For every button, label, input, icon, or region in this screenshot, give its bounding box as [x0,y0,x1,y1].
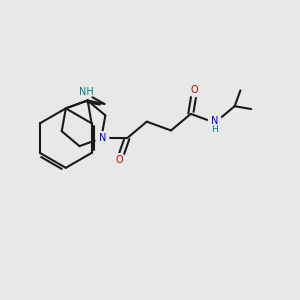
Circle shape [208,114,221,127]
Text: NH: NH [79,87,94,97]
Circle shape [80,85,93,98]
Text: N: N [99,133,106,143]
Text: O: O [191,85,198,95]
Circle shape [188,84,201,97]
Circle shape [113,154,126,166]
Circle shape [96,132,109,145]
Text: H: H [212,125,218,134]
Text: N: N [211,116,219,126]
Text: O: O [116,155,123,165]
